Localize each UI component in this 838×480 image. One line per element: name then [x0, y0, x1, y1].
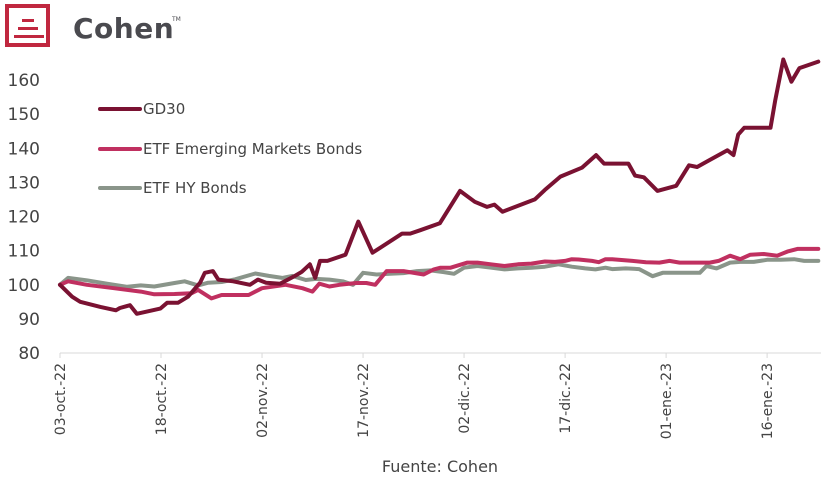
y-tick-label: 110: [8, 242, 40, 262]
y-tick-label: 100: [8, 276, 40, 296]
series-group: [58, 57, 821, 316]
x-tick-label: 16-ene.-23: [760, 363, 776, 439]
series-line-gd30: [58, 57, 821, 316]
brand-name: Cohen: [73, 12, 175, 45]
x-tick-label: 17-dic.-22: [558, 363, 574, 434]
trademark: TM: [172, 16, 181, 23]
logo-mark-icon: [5, 4, 50, 47]
cohen-logo: Cohen TM: [5, 4, 181, 52]
logo-mark-bar: [14, 35, 44, 38]
series-line-etf-hy-bonds: [58, 257, 821, 289]
logo-mark-bar: [18, 27, 38, 30]
series-line-etf-emerging-markets-bonds: [58, 246, 821, 301]
x-tick-label: 01-ene.-23: [659, 363, 675, 439]
logo-mark-bar: [22, 19, 34, 22]
y-tick-label: 160: [8, 71, 40, 91]
x-tick-label: 02-dic.-22: [457, 363, 473, 434]
y-tick-label: 130: [8, 173, 40, 193]
y-tick-label: 140: [8, 139, 40, 159]
x-tick-label: 17-nov.-22: [356, 363, 372, 438]
legend: GD30 ETF Emerging Markets Bonds ETF HY Bon…: [98, 100, 362, 197]
legend-label: ETF HY Bonds: [143, 179, 247, 197]
x-axis: 03-oct.-22 18-oct.-22 02-nov.-22 17-nov.-22…: [53, 352, 821, 439]
y-axis: 80 90 100 110 120 130 140 150 160: [8, 71, 40, 364]
legend-label: ETF Emerging Markets Bonds: [143, 140, 362, 158]
y-tick-label: 150: [8, 105, 40, 125]
x-tick-label: 02-nov.-22: [255, 363, 271, 438]
x-tick-label: 03-oct.-22: [53, 363, 69, 435]
x-tick-label: 18-oct.-22: [154, 363, 170, 435]
y-tick-label: 90: [18, 310, 40, 330]
legend-label: GD30: [143, 100, 185, 118]
y-tick-label: 120: [8, 208, 40, 228]
y-tick-label: 80: [18, 344, 40, 364]
source-note: Fuente: Cohen: [382, 457, 498, 476]
